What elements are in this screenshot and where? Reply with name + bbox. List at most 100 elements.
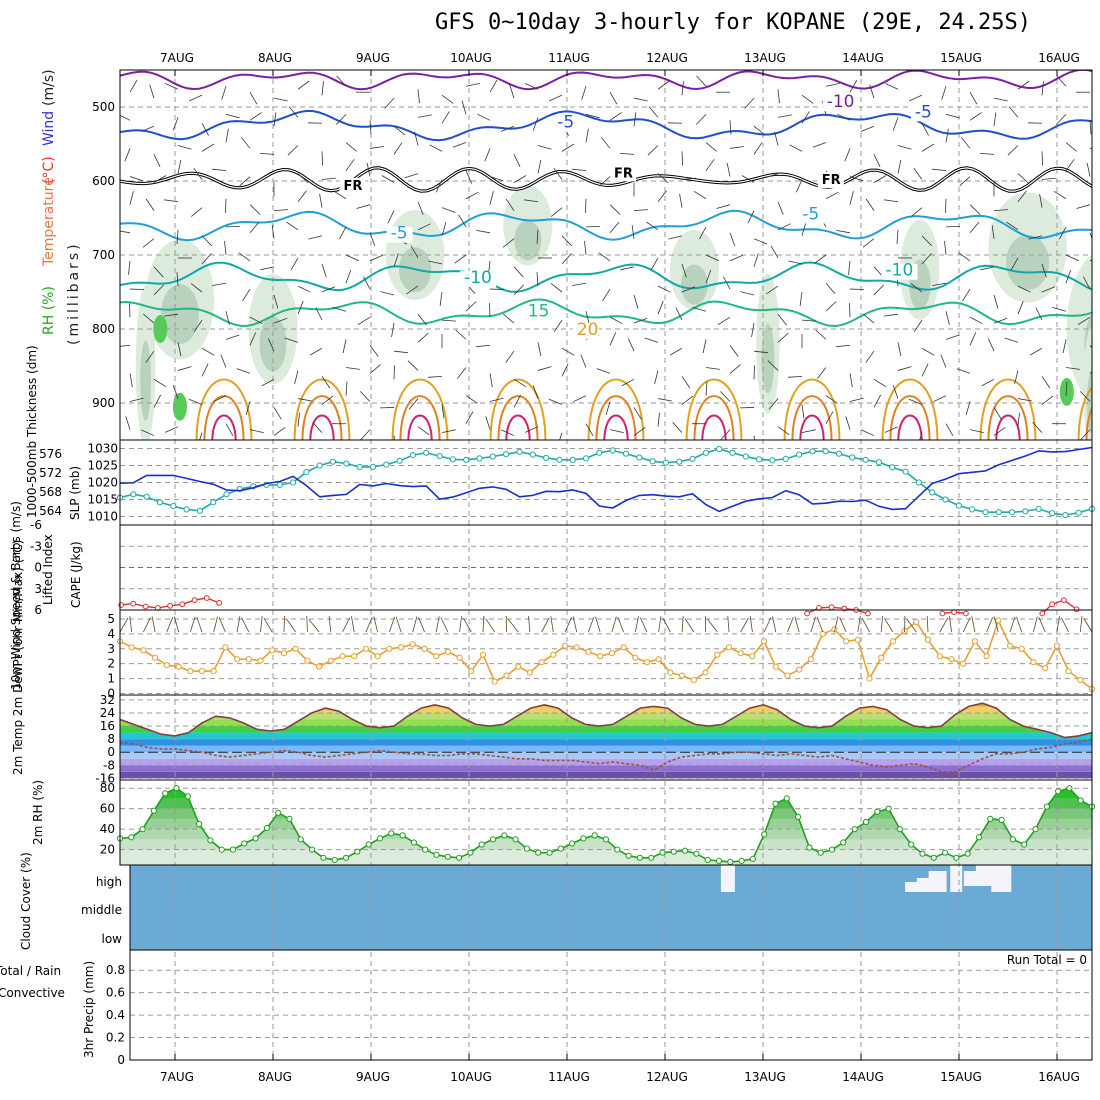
temperature-band: [120, 739, 1092, 746]
wind-barb: [862, 238, 875, 248]
wind-barb: [932, 282, 947, 286]
temp-tick: 32: [100, 693, 115, 707]
rh-line-point: [964, 850, 971, 857]
wind-barb: [441, 111, 450, 124]
wind-barb: [581, 86, 587, 100]
rh-line-point: [388, 830, 395, 837]
precip-tick: 0.6: [106, 986, 125, 1000]
rh-line-point: [309, 846, 316, 853]
thickness-line-point: [1035, 505, 1042, 512]
rh-line-point: [410, 839, 417, 846]
wind-barb: [837, 113, 851, 121]
wind-barb: [681, 286, 696, 293]
wind-barb: [1006, 221, 1019, 231]
wind-barb: [777, 426, 790, 436]
surface-wind-barb: [861, 617, 870, 633]
surface-wind-barb: [740, 617, 749, 633]
wind-barb: [945, 423, 954, 437]
wind-speed-line-point: [515, 663, 522, 670]
wind-barb: [987, 338, 995, 352]
wind-barb: [774, 131, 779, 146]
surface-wind-barb: [365, 617, 373, 633]
wind-barb: [249, 112, 262, 121]
wind-barb: [945, 198, 947, 213]
low-level-isotherm: [1094, 416, 1100, 442]
date-label-top: 8AUG: [258, 51, 292, 65]
surface-wind-barb: [884, 618, 894, 633]
wind-barb: [1065, 159, 1075, 171]
wind-speed-line-point: [807, 656, 815, 663]
wind-barb: [407, 360, 419, 371]
slp-tick: 1015: [87, 493, 118, 507]
wind-barb: [584, 241, 587, 256]
wind-barb: [249, 316, 263, 325]
wind-barb: [919, 432, 923, 440]
wind-barb: [940, 354, 947, 368]
ua-ylabel-wind: Wind: [41, 111, 57, 146]
wind-speed-line-point: [386, 645, 393, 652]
wind-barb: [239, 176, 251, 187]
date-label-bottom: 15AUG: [940, 1070, 982, 1084]
wind-barb: [417, 426, 430, 436]
rh-band: [120, 808, 1092, 819]
wind-barb: [410, 245, 419, 259]
cloud-gap: [916, 878, 929, 892]
surface-wind-barb: [839, 617, 847, 633]
rh-line-point: [580, 835, 587, 842]
wind-barb: [321, 395, 334, 405]
wind-barb: [245, 401, 251, 416]
wind-barb: [849, 303, 851, 318]
surface-wind-barb: [1033, 616, 1038, 633]
wind-barb: [921, 253, 932, 265]
wind-barb: [393, 142, 403, 155]
cape-ylabel: CAPE (J/kg): [69, 541, 83, 608]
wind-barb: [369, 146, 384, 149]
wind-barb: [993, 112, 997, 127]
surface-wind-barb: [1079, 616, 1083, 633]
wind-barb: [873, 284, 884, 296]
wind-barb: [909, 94, 923, 102]
date-label-top: 7AUG: [160, 51, 194, 65]
wind-barb: [193, 319, 203, 332]
surface-wind-barb: [351, 616, 355, 633]
li-tick: 0: [34, 561, 42, 575]
rh-blob-high: [1059, 377, 1074, 406]
wind-barb: [747, 210, 755, 224]
low-level-isotherm: [881, 378, 939, 440]
low-level-isotherm: [399, 395, 441, 440]
wind-barb: [485, 416, 491, 430]
rh-line-point: [591, 832, 598, 839]
rh-line-point: [942, 849, 949, 856]
rh-line-point: [896, 826, 904, 833]
wind-barb: [961, 137, 971, 149]
wind-barb: [366, 162, 371, 177]
rh-line-point: [478, 841, 485, 848]
date-label-bottom: 16AUG: [1038, 1070, 1080, 1084]
wind-barb: [657, 80, 670, 90]
wind-barb: [729, 254, 743, 262]
surface-wind-barb: [174, 616, 179, 633]
rh-line-point: [433, 851, 440, 858]
wind-speed-line-point: [796, 666, 803, 673]
wind-barb: [705, 367, 720, 370]
wind-barb: [201, 253, 212, 265]
wind-barb: [849, 191, 854, 205]
wind-barb: [489, 303, 491, 318]
wind-barb: [1056, 75, 1067, 87]
surface-wind-barb: [129, 616, 133, 633]
wind-barb: [572, 282, 587, 286]
surface-wind-barb: [595, 616, 601, 633]
wind-barb: [657, 285, 671, 293]
wind-barb: [537, 145, 552, 150]
rh-line-point: [444, 853, 451, 860]
wind-barb: [648, 106, 659, 118]
temperature-band: [120, 758, 1092, 766]
surface-wind-barb: [541, 617, 550, 633]
wind-barb: [1065, 381, 1068, 396]
wind-barb: [287, 145, 299, 156]
wind-barb: [188, 398, 203, 405]
wind-barb: [619, 153, 635, 155]
wind-barb: [212, 168, 227, 172]
rh-line-point: [670, 848, 677, 855]
wind10-ylabel: 10m Wind Speed & Barbs (m/s): [9, 501, 23, 690]
